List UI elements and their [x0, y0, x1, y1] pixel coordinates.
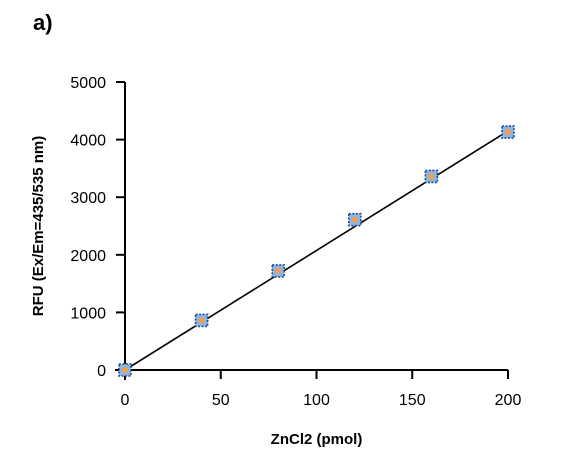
y-axis-title: RFU (Ex/Em=435/535 nm) — [30, 136, 47, 317]
data-point — [194, 313, 209, 328]
data-marker-center — [198, 317, 205, 324]
x-tick-label: 150 — [399, 392, 426, 409]
y-tick-label: 4000 — [70, 133, 106, 150]
x-ticks: 0 50 100 150 200 — [121, 370, 522, 409]
data-point — [424, 169, 439, 184]
y-tick-label: 0 — [97, 363, 106, 380]
y-tick-label: 3000 — [70, 190, 106, 207]
fit-line — [124, 130, 509, 371]
data-point — [271, 264, 286, 278]
data-markers — [118, 125, 515, 377]
y-tick-label: 5000 — [70, 75, 106, 92]
panel-label: a) — [33, 10, 53, 35]
data-point — [501, 125, 515, 139]
data-marker-center — [428, 173, 435, 180]
x-tick-label: 100 — [303, 392, 330, 409]
x-tick-label: 200 — [495, 392, 522, 409]
data-point — [347, 212, 362, 227]
axes — [115, 82, 508, 380]
data-marker-center — [505, 129, 511, 136]
y-ticks: 0 1000 2000 3000 4000 5000 — [70, 75, 125, 380]
data-point — [118, 363, 132, 377]
y-tick-label: 2000 — [70, 248, 106, 265]
x-axis-title: ZnCl2 (pmol) — [271, 431, 363, 448]
data-marker-center — [122, 367, 128, 373]
x-tick-label: 50 — [212, 392, 230, 409]
x-tick-label: 0 — [121, 392, 130, 409]
data-marker-center — [351, 216, 358, 223]
data-marker-center — [275, 267, 282, 274]
y-tick-label: 1000 — [70, 305, 106, 322]
